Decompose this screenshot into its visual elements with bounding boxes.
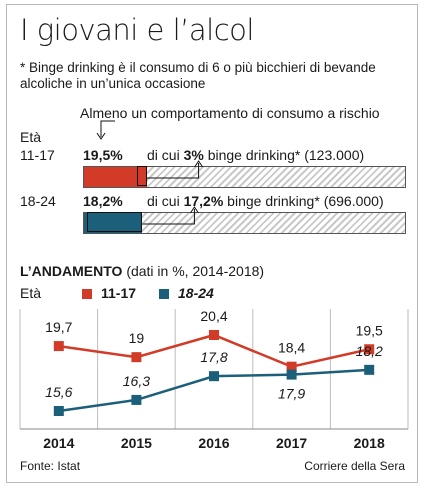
binge-link-arrow-icon <box>142 206 199 225</box>
binge-count: (123.000) <box>304 147 365 163</box>
data-label: 17,8 <box>200 349 227 365</box>
page-title: I giovani e l’alcol <box>20 13 254 47</box>
binge-suffix: binge drinking* <box>227 193 320 209</box>
data-point <box>364 344 375 355</box>
trend-heading: L’ANDAMENTO (dati in %, 2014-2018) <box>20 263 264 279</box>
data-point <box>131 352 142 363</box>
x-tick-label: 2014 <box>43 435 74 451</box>
binge-bar-outline <box>87 212 143 232</box>
row-age-label: 18-24 <box>20 193 56 209</box>
legend-swatch <box>82 289 92 299</box>
data-label: 20,4 <box>200 308 227 324</box>
trend-title: L’ANDAMENTO <box>20 263 123 279</box>
data-point <box>286 361 297 372</box>
binge-bar-outline <box>136 166 147 186</box>
binge-suffix: binge drinking* <box>207 147 301 163</box>
publisher-label: Corriere della Sera <box>304 459 405 473</box>
data-point <box>131 394 142 405</box>
data-point <box>53 341 64 352</box>
data-point <box>209 371 219 382</box>
callout-arrow-icon <box>96 120 115 140</box>
x-tick-label: 2018 <box>354 435 385 451</box>
data-label: 17,9 <box>278 386 305 402</box>
binge-prefix: di cui <box>147 193 180 209</box>
data-label: 16,3 <box>123 373 150 389</box>
data-label: 15,6 <box>45 384 72 400</box>
legend-swatch <box>159 289 169 299</box>
trend-line-chart: 2014 2015 2016 2017 2018 19,7 19 20,4 18,4 19,5 15… <box>19 308 409 451</box>
binge-text: di cui 3% binge drinking* (123.000) <box>147 147 364 163</box>
data-point <box>364 364 375 375</box>
binge-count: (696.000) <box>323 193 384 209</box>
binge-text: di cui 17,2% binge drinking* (696.000) <box>147 193 384 209</box>
callout-label: Almeno un comportamento di consumo a ris… <box>80 105 380 121</box>
row-age-label: 11-17 <box>20 147 55 163</box>
data-label: 19,7 <box>45 319 72 335</box>
binge-value: 17,2% <box>183 193 224 209</box>
x-tick-label: 2016 <box>198 435 229 451</box>
x-tick-label: 2017 <box>276 435 307 451</box>
age-header: Età <box>20 129 42 145</box>
data-label: 19,5 <box>356 322 383 338</box>
legend-age-label: Età <box>20 285 42 301</box>
binge-definition-line2: alcoliche in un’unica occasione <box>20 76 206 91</box>
data-label: 18,2 <box>356 343 383 359</box>
risk-bar-track <box>83 166 406 188</box>
risk-share-value: 19,5% <box>83 147 123 163</box>
data-label: 18,4 <box>278 340 305 356</box>
binge-value: 3% <box>183 147 204 163</box>
infographic: I giovani e l’alcol * Binge drinking è i… <box>6 4 418 483</box>
binge-prefix: di cui <box>147 147 180 163</box>
data-label: 19 <box>129 330 145 346</box>
legend-label: 11-17 <box>101 285 137 301</box>
source-label: Fonte: Istat <box>20 459 81 473</box>
risk-share-value: 18,2% <box>83 193 123 209</box>
risk-bar-fill <box>84 167 147 187</box>
data-point <box>53 406 64 416</box>
x-tick-label: 2015 <box>121 435 152 451</box>
trend-subtitle: (dati in %, 2014-2018) <box>126 263 265 279</box>
data-point <box>209 330 219 340</box>
risk-bar-track <box>83 212 406 234</box>
risk-bar-fill <box>84 213 143 233</box>
data-point <box>286 369 297 380</box>
legend-label: 18-24 <box>178 285 214 301</box>
binge-definition-line1: * Binge drinking è il consumo di 6 o più… <box>20 60 376 75</box>
binge-link-arrow-icon <box>146 160 204 179</box>
